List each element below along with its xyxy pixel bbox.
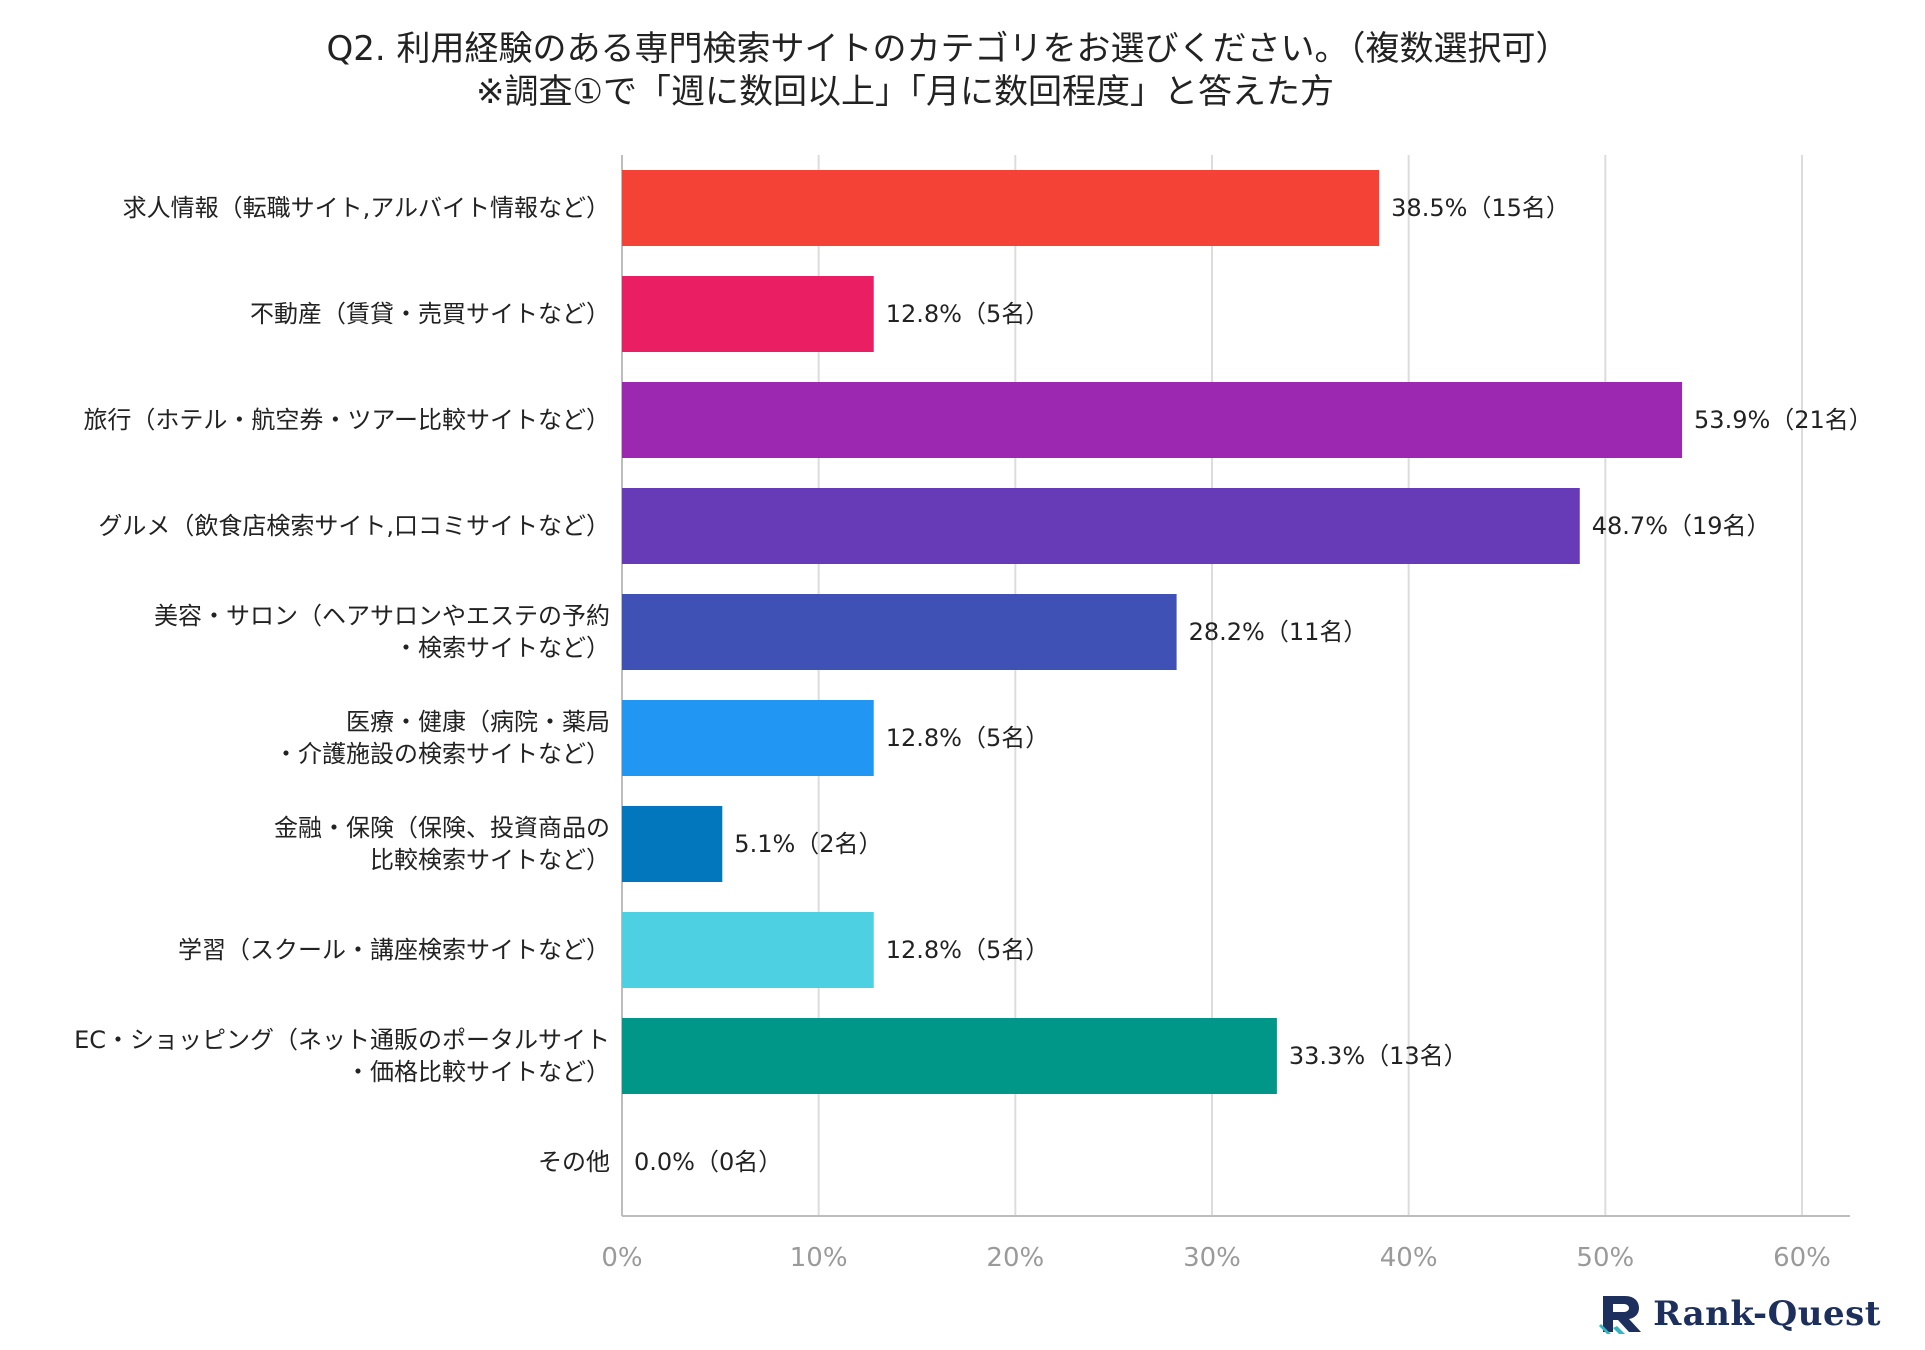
category-label: ・介護施設の検索サイトなど）	[274, 740, 610, 768]
category-label: EC・ショッピング（ネット通販のポータルサイト	[74, 1026, 610, 1054]
bar	[622, 700, 874, 776]
chart-subtitle: ※調査①で「週に数回以上」「月に数回程度」と答えた方	[476, 72, 1334, 112]
category-label: 比較検索サイトなど）	[370, 846, 610, 874]
category-label: 金融・保険（保険、投資商品の	[274, 814, 610, 842]
x-tick-label: 30%	[1183, 1243, 1241, 1273]
category-label: 医療・健康（病院・薬局	[346, 708, 610, 736]
value-labels: 38.5%（15名） 12.8%（5名） 53.9%（21名） 48.7%（19名） 2…	[634, 194, 1873, 1176]
bar	[622, 382, 1683, 458]
category-label: 美容・サロン（ヘアサロンやエステの予約	[154, 602, 610, 630]
bar	[622, 1018, 1277, 1094]
category-labels: 求人情報（転職サイト,アルバイト情報など） 不動産（賃貸・売買サイトなど） 旅行（ホ…	[74, 194, 610, 1176]
data-label: 53.9%（21名）	[1694, 406, 1873, 434]
data-label: 48.7%（19名）	[1592, 512, 1771, 540]
bar	[622, 276, 874, 352]
data-label: 12.8%（5名）	[886, 300, 1050, 328]
bar	[622, 594, 1177, 670]
data-label: 12.8%（5名）	[886, 724, 1050, 752]
x-tick-label: 50%	[1576, 1243, 1634, 1273]
category-label: 学習（スクール・講座検索サイトなど）	[178, 936, 610, 964]
data-label: 33.3%（13名）	[1289, 1042, 1468, 1070]
bar	[622, 170, 1380, 246]
brand-logo: Rank-Quest	[1597, 1292, 1881, 1336]
category-label: 不動産（賃貸・売買サイトなど）	[250, 300, 610, 328]
x-axis-ticks: 0% 10% 20% 30% 40% 50% 60%	[601, 1243, 1831, 1273]
x-tick-label: 60%	[1773, 1243, 1831, 1273]
bar	[622, 488, 1580, 564]
data-label: 0.0%（0名）	[634, 1148, 782, 1176]
category-label: その他	[538, 1148, 610, 1176]
rank-quest-logo-icon	[1599, 1296, 1642, 1334]
data-label: 5.1%（2名）	[734, 830, 882, 858]
x-tick-label: 20%	[986, 1243, 1044, 1273]
chart-title-line: Q2. 利用経験のある専門検索サイトのカテゴリをお選びください。（複数選択可）	[326, 29, 1569, 69]
bars	[622, 170, 1683, 1094]
data-label: 38.5%（15名）	[1391, 194, 1570, 222]
category-label: ・検索サイトなど）	[394, 634, 610, 662]
category-label: グルメ（飲食店検索サイト,口コミサイトなど）	[98, 512, 610, 540]
x-tick-label: 40%	[1380, 1243, 1438, 1273]
x-tick-label: 0%	[601, 1243, 642, 1273]
data-label: 28.2%（11名）	[1189, 618, 1368, 646]
bar	[622, 912, 874, 988]
x-tick-label: 10%	[790, 1243, 848, 1273]
data-label: 12.8%（5名）	[886, 936, 1050, 964]
chart-title: Q2. 利用経験のある専門検索サイトのカテゴリをお選びください。（複数選択可） …	[326, 29, 1569, 112]
category-label: 求人情報（転職サイト,アルバイト情報など）	[123, 194, 610, 222]
category-label: ・価格比較サイトなど）	[346, 1058, 610, 1086]
bar	[622, 806, 723, 882]
category-label: 旅行（ホテル・航空券・ツアー比較サイトなど）	[83, 406, 610, 434]
brand-name: Rank-Quest	[1653, 1294, 1881, 1334]
